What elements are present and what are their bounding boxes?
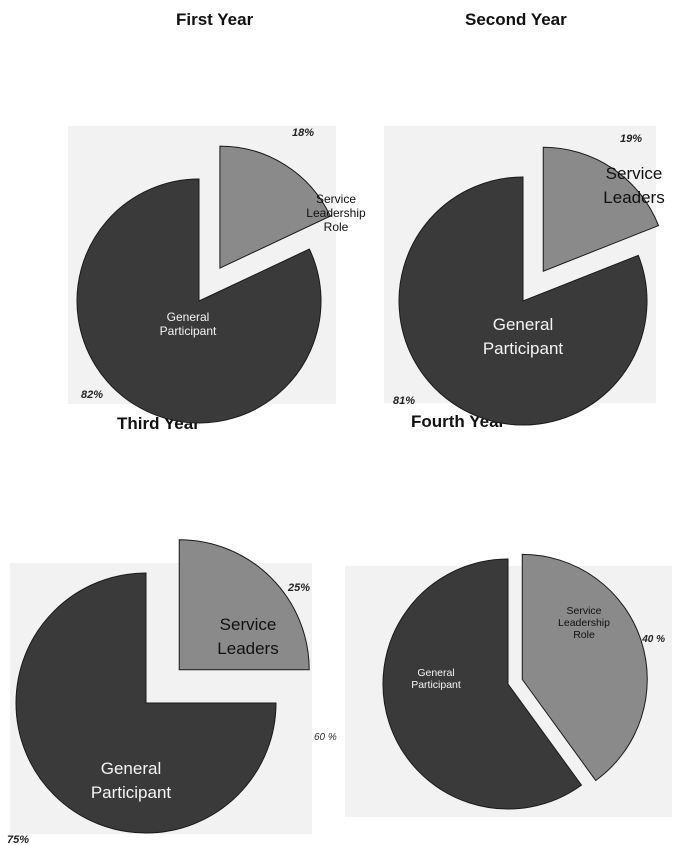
percent-label-service-leadership-role: 40 % bbox=[641, 634, 665, 645]
pie-slice-service-leadership-role bbox=[521, 553, 648, 782]
pie-chart-first-year: Service Leadership Role 18% General Participa… bbox=[76, 127, 366, 424]
percent-label-general-participant-fourth-year: 60 % bbox=[314, 732, 337, 743]
pie-slice-general-participant bbox=[382, 558, 583, 810]
percent-label-general-participant: 82% bbox=[81, 389, 103, 401]
pie-slice-service-leaders bbox=[178, 539, 310, 671]
slice-label-general-participant: General Participant bbox=[483, 315, 564, 358]
percent-label-service-leaders: 25% bbox=[287, 582, 310, 594]
slice-label-general-participant: General Participant bbox=[411, 667, 461, 691]
pie-slice-general-participant bbox=[76, 178, 322, 424]
slice-label-service-leaders: Service Leaders bbox=[603, 164, 664, 207]
slice-label-general-participant: General Participant bbox=[91, 759, 172, 802]
pie-slice-service-leadership-role bbox=[219, 145, 331, 269]
slice-label-service-leadership-role: Service Leadership Role bbox=[558, 605, 610, 641]
slice-label-service-leaders: Service Leaders bbox=[217, 615, 278, 658]
pie-chart-second-year: Service Leaders 19% General Participant 81% bbox=[393, 133, 665, 426]
pie-slice-service-leaders bbox=[542, 146, 660, 272]
pie-chart-fourth-year: Service Leadership Role 40 % General Particip… bbox=[382, 553, 665, 810]
slice-label-general-participant: General Participant bbox=[160, 310, 217, 338]
chart-title-first-year: First Year bbox=[176, 10, 254, 29]
percent-label-service-leadership-role: 18% bbox=[292, 127, 314, 139]
percent-label-service-leaders: 19% bbox=[620, 133, 642, 145]
slice-label-service-leadership-role: Service Leadership Role bbox=[306, 192, 366, 234]
pie-chart-third-year: Service Leaders 25% General Participant 75% bbox=[7, 539, 310, 845]
percent-label-general-participant: 75% bbox=[7, 834, 29, 845]
pie-slice-general-participant bbox=[15, 572, 277, 834]
chart-title-second-year: Second Year bbox=[465, 10, 567, 29]
pie-slice-general-participant bbox=[398, 176, 648, 426]
percent-label-general-participant: 81% bbox=[393, 395, 415, 407]
